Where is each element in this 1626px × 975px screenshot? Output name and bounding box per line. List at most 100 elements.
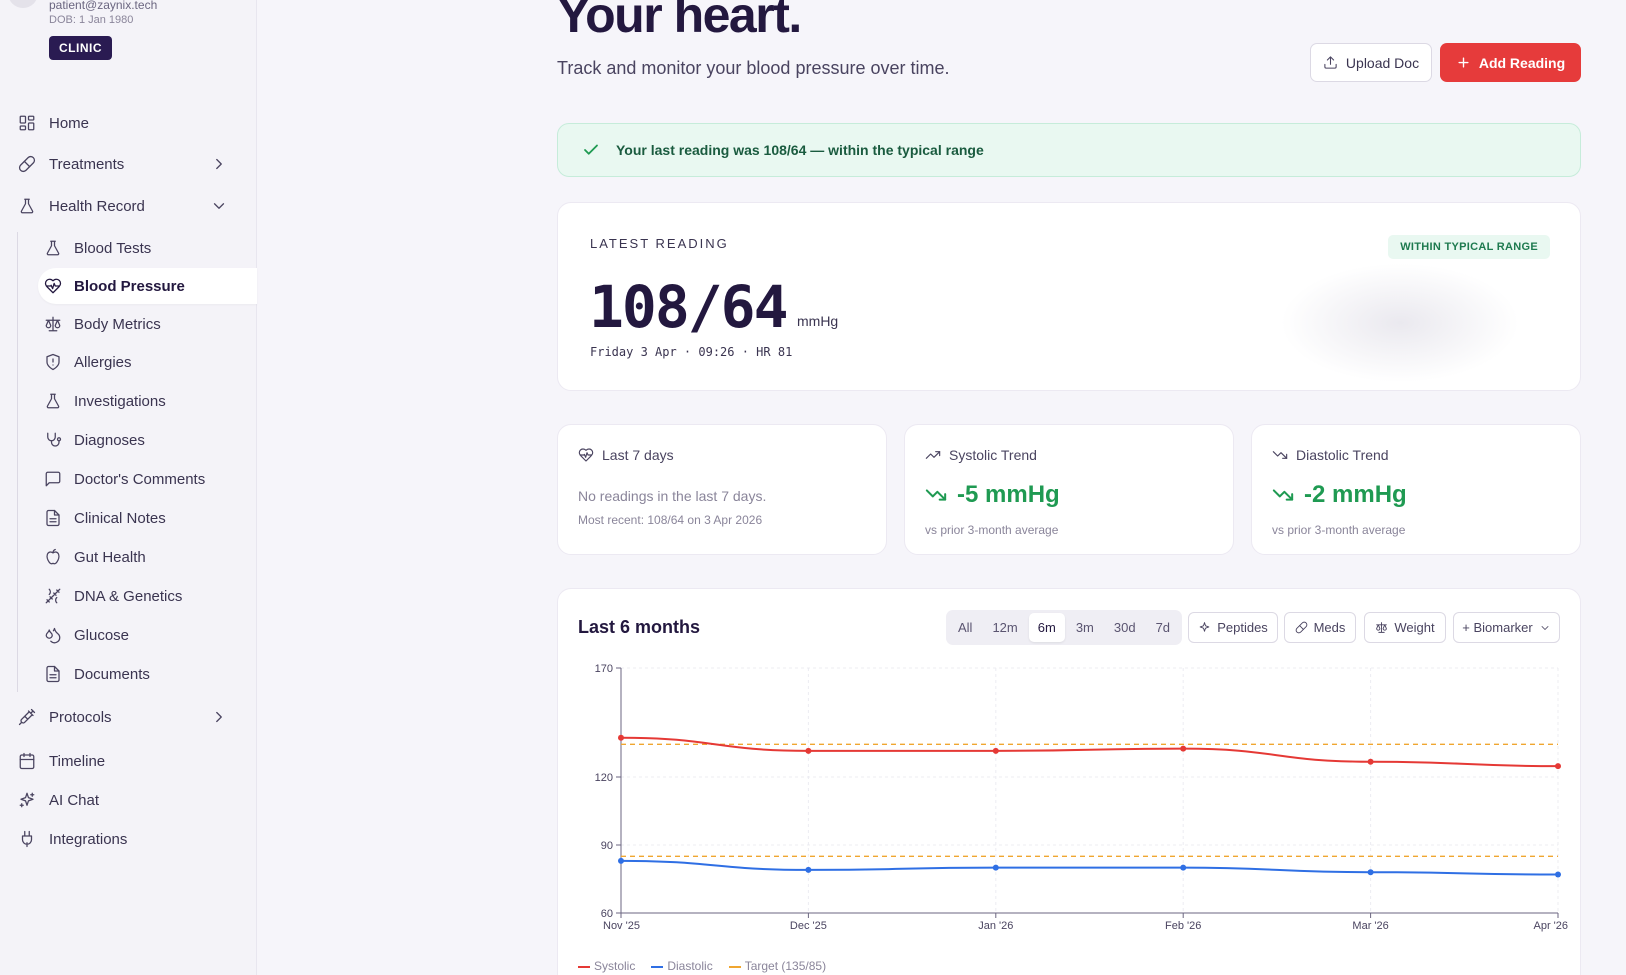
data-point-diastolic: [805, 866, 812, 873]
sidebar-item-label: Clinical Notes: [74, 509, 166, 527]
nav-protocols[interactable]: Protocols: [0, 700, 257, 734]
weight-label: Weight: [1394, 620, 1435, 635]
sidebar-item-diagnoses[interactable]: Diagnoses: [38, 422, 257, 458]
data-point-diastolic: [992, 864, 999, 871]
range-selector: All 12m 6m 3m 30d 7d: [946, 610, 1183, 645]
meds-toggle[interactable]: Meds: [1284, 612, 1356, 643]
syringe-icon: [16, 706, 38, 728]
sidebar-item-label: Diagnoses: [74, 431, 145, 449]
x-tick-label: Nov '25: [603, 920, 640, 932]
stethoscope-icon: [44, 431, 62, 449]
sidebar-item-blood-pressure[interactable]: Blood Pressure: [38, 268, 257, 304]
data-point-systolic: [992, 747, 999, 754]
dashboard-icon: [16, 112, 38, 134]
sidebar-item-gut-health[interactable]: Gut Health: [38, 539, 257, 575]
diastolic-trend-title: Diastolic Trend: [1296, 447, 1389, 463]
user-dob: DOB: 1 Jan 1980: [49, 14, 134, 26]
upload-doc-button[interactable]: Upload Doc: [1310, 43, 1432, 82]
nav-integrations-label: Integrations: [49, 830, 128, 848]
latest-reading-label: LATEST READING: [590, 236, 729, 251]
biomarker-dropdown[interactable]: + Biomarker: [1453, 612, 1560, 643]
range-6m-button[interactable]: 6m: [1028, 613, 1065, 642]
peptides-toggle[interactable]: Peptides: [1188, 612, 1278, 643]
calendar-icon: [16, 750, 38, 772]
trending-up-icon: [925, 451, 941, 459]
avatar[interactable]: [8, 0, 38, 8]
sidebar-item-investigations[interactable]: Investigations: [38, 383, 257, 419]
nav-protocols-label: Protocols: [49, 708, 112, 726]
range-7d-button[interactable]: 7d: [1155, 620, 1171, 635]
nav-integrations[interactable]: Integrations: [0, 822, 257, 856]
submenu-rail: [17, 232, 18, 692]
last-7-days-card: Last 7 days No readings in the last 7 da…: [557, 424, 887, 555]
series-line-diastolic: [620, 859, 1559, 876]
sidebar-item-label: Glucose: [74, 626, 130, 644]
weight-toggle[interactable]: Weight: [1364, 612, 1446, 643]
apple-icon: [44, 548, 62, 566]
dna-icon: [44, 587, 62, 605]
latest-reading-value: 108/64: [589, 273, 789, 341]
chevron-down-icon: [213, 203, 225, 209]
page-subtitle: Track and monitor your blood pressure ov…: [557, 58, 950, 78]
legend-target-label: Target (135/85): [744, 959, 827, 973]
sidebar-item-label: Body Metrics: [74, 315, 161, 333]
data-point-systolic: [1367, 758, 1374, 765]
nav-ai-chat[interactable]: AI Chat: [0, 783, 257, 817]
range-all-button[interactable]: All: [958, 620, 973, 635]
data-point-diastolic: [1180, 864, 1187, 871]
range-3m-button[interactable]: 3m: [1075, 620, 1094, 635]
sidebar-item-dna-genetics[interactable]: DNA & Genetics: [38, 578, 257, 614]
peptides-label: Peptides: [1217, 620, 1268, 635]
chevron-right-icon: [216, 158, 222, 170]
scale-icon: [44, 315, 62, 333]
document-icon: [44, 665, 62, 683]
legend-systolic[interactable]: Systolic: [578, 959, 635, 973]
nav-treatments[interactable]: Treatments: [0, 147, 257, 181]
sidebar-item-glucose[interactable]: Glucose: [38, 617, 257, 653]
scale-icon: [1376, 622, 1388, 633]
sidebar-item-label: DNA & Genetics: [74, 587, 183, 605]
data-point-diastolic: [618, 857, 624, 864]
biomarker-label: + Biomarker: [1462, 620, 1533, 635]
y-tick-label: 90: [601, 840, 613, 852]
sidebar-item-body-metrics[interactable]: Body Metrics: [38, 306, 257, 342]
nav-home-label: Home: [49, 114, 90, 132]
y-tick-label: 170: [595, 663, 613, 675]
upload-icon: [1324, 56, 1337, 69]
check-icon: [584, 144, 598, 155]
sidebar-item-documents[interactable]: Documents: [38, 656, 257, 692]
flask-icon: [16, 195, 38, 217]
sidebar-item-label: Blood Pressure: [74, 277, 185, 295]
sidebar-item-clinical-notes[interactable]: Clinical Notes: [38, 500, 257, 536]
plus-icon: [1458, 57, 1469, 68]
legend-systolic-label: Systolic: [594, 959, 636, 973]
nav-health-record[interactable]: Health Record: [0, 189, 257, 223]
last-7-days-recent: Most recent: 108/64 on 3 Apr 2026: [578, 513, 763, 527]
sidebar-item-allergies[interactable]: Allergies: [38, 344, 257, 380]
status-alert: Your last reading was 108/64 — within th…: [557, 123, 1581, 177]
add-reading-button[interactable]: Add Reading: [1440, 43, 1581, 82]
diastolic-trend-card: Diastolic Trend -2 mmHg vs prior 3-month…: [1251, 424, 1581, 555]
sidebar-item-blood-tests[interactable]: Blood Tests: [38, 230, 257, 266]
chart-title: Last 6 months: [578, 617, 701, 637]
message-icon: [44, 470, 62, 488]
sparkles-icon: [1199, 622, 1210, 632]
clinic-badge: CLINIC: [49, 36, 112, 60]
pill-icon: [16, 153, 38, 175]
heart-pulse-icon: [44, 277, 62, 295]
y-tick-label: 60: [601, 908, 613, 920]
legend-diastolic[interactable]: Diastolic: [651, 959, 713, 973]
chevron-right-icon: [216, 711, 222, 723]
nav-home[interactable]: Home: [0, 106, 257, 140]
legend-target[interactable]: Target (135/85): [728, 959, 827, 973]
series-line-systolic: [620, 736, 1559, 768]
diastolic-trend-value: -2 mmHg: [1304, 481, 1407, 508]
flask-icon: [44, 392, 62, 410]
range-30d-button[interactable]: 30d: [1113, 620, 1136, 635]
range-12m-button[interactable]: 12m: [992, 620, 1018, 635]
sidebar-item-doctors-comments[interactable]: Doctor's Comments: [38, 461, 257, 497]
nav-timeline[interactable]: Timeline: [0, 744, 257, 778]
flask-icon: [44, 239, 62, 257]
systolic-trend-title: Systolic Trend: [949, 447, 1037, 463]
y-tick-label: 120: [595, 772, 613, 784]
